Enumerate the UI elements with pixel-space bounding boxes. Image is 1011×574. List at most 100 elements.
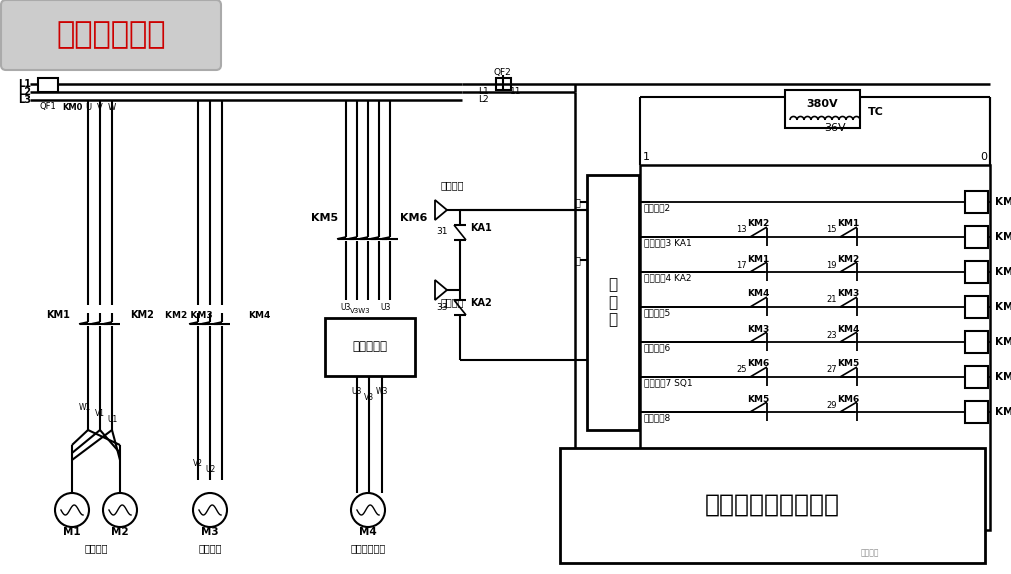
Text: KM1: KM1	[995, 232, 1011, 242]
Text: 断火限位器: 断火限位器	[353, 340, 387, 354]
Text: 绿（下）8: 绿（下）8	[644, 413, 671, 422]
Text: 光电开关: 光电开关	[440, 180, 464, 190]
Text: KM5: KM5	[995, 372, 1011, 382]
Text: KM2: KM2	[837, 254, 859, 263]
Text: 13: 13	[736, 226, 747, 235]
Text: 25: 25	[736, 366, 747, 374]
Text: 21: 21	[827, 296, 837, 304]
Text: （卷扬升降）: （卷扬升降）	[351, 543, 385, 553]
Bar	[38, 78, 58, 92]
Bar	[966, 191, 988, 213]
Text: KM6: KM6	[400, 213, 428, 223]
Text: 电动葛芦电器原理图: 电动葛芦电器原理图	[705, 493, 839, 517]
Text: KM6: KM6	[837, 394, 859, 404]
Text: M2: M2	[111, 527, 128, 537]
Text: 电气原理总图: 电气原理总图	[57, 21, 166, 49]
Text: KM3: KM3	[837, 289, 859, 298]
Text: 黄（上）7 SQ1: 黄（上）7 SQ1	[644, 378, 693, 387]
Bar	[966, 401, 988, 423]
Text: U3: U3	[341, 304, 351, 312]
Text: KM4: KM4	[837, 324, 859, 333]
Text: 1: 1	[643, 152, 650, 162]
Text: 红（主）2: 红（主）2	[644, 203, 671, 212]
Text: KM5: KM5	[310, 213, 338, 223]
Text: KM0: KM0	[62, 103, 82, 111]
Text: KA1: KA1	[470, 223, 491, 233]
Text: V3: V3	[364, 393, 374, 401]
Text: 紫（右）6: 紫（右）6	[644, 343, 671, 352]
Text: KM5: KM5	[747, 394, 769, 404]
Text: 27: 27	[826, 366, 837, 374]
Text: KM5: KM5	[837, 359, 859, 369]
Text: U3: U3	[381, 304, 391, 312]
Text: QF2: QF2	[494, 68, 512, 77]
Text: 31: 31	[437, 227, 448, 236]
Text: L1: L1	[18, 79, 31, 89]
Text: M3: M3	[201, 527, 218, 537]
Text: L3: L3	[18, 95, 31, 105]
Bar	[966, 226, 988, 248]
Text: KA2: KA2	[470, 298, 491, 308]
Text: L1: L1	[478, 87, 488, 95]
Text: KM1: KM1	[747, 254, 769, 263]
Text: QF1: QF1	[39, 103, 57, 111]
Text: KM3: KM3	[747, 324, 769, 333]
Bar	[966, 261, 988, 283]
Text: （大车）: （大车）	[84, 543, 108, 553]
Text: U3: U3	[352, 387, 362, 397]
Text: KM2: KM2	[130, 310, 154, 320]
Text: V3W3: V3W3	[350, 308, 370, 314]
Bar	[640, 165, 990, 530]
Text: KM6: KM6	[747, 359, 769, 369]
Text: KM2: KM2	[747, 219, 769, 228]
Text: M1: M1	[63, 527, 81, 537]
Text: 灰（前）3 KA1: 灰（前）3 KA1	[644, 238, 692, 247]
Text: 19: 19	[827, 261, 837, 270]
Bar	[587, 175, 639, 430]
Text: 0: 0	[980, 152, 987, 162]
Text: W3: W3	[376, 387, 388, 397]
Text: 15: 15	[827, 226, 837, 235]
Text: 白（后）4 KA2: 白（后）4 KA2	[644, 273, 692, 282]
Text: V: V	[97, 103, 103, 111]
Text: U: U	[85, 103, 91, 111]
Text: L2: L2	[18, 87, 31, 97]
Text: KM4: KM4	[248, 311, 270, 320]
Text: W1: W1	[79, 404, 91, 413]
Text: U2: U2	[205, 466, 215, 475]
Bar	[966, 296, 988, 318]
Text: 黑: 黑	[574, 197, 580, 207]
Text: 23: 23	[826, 331, 837, 339]
Text: 380V: 380V	[806, 99, 838, 109]
FancyBboxPatch shape	[1, 0, 221, 70]
Text: U1: U1	[108, 416, 118, 425]
Bar	[785, 90, 860, 128]
Bar	[496, 78, 511, 90]
Bar	[560, 448, 985, 563]
Text: 重（左）5: 重（左）5	[644, 308, 671, 317]
Text: KM2: KM2	[995, 267, 1011, 277]
Text: 29: 29	[827, 401, 837, 409]
Text: M4: M4	[359, 527, 377, 537]
Text: 33: 33	[437, 302, 448, 312]
Text: TC: TC	[868, 107, 884, 117]
Text: 36V: 36V	[824, 123, 846, 133]
Bar	[966, 366, 988, 388]
Text: （小车）: （小车）	[198, 543, 221, 553]
Text: KM0: KM0	[995, 197, 1011, 207]
Text: 11: 11	[510, 87, 522, 95]
Text: KM4: KM4	[747, 289, 769, 298]
Text: V2: V2	[193, 460, 203, 468]
Text: W: W	[108, 103, 116, 111]
Text: 17: 17	[736, 261, 747, 270]
Text: 电工之家: 电工之家	[860, 549, 880, 557]
Bar	[325, 318, 415, 376]
Bar	[966, 331, 988, 353]
Text: KM1: KM1	[47, 310, 70, 320]
Text: 橙: 橙	[574, 255, 580, 265]
Text: L2: L2	[478, 95, 488, 103]
Text: KM3: KM3	[995, 302, 1011, 312]
Text: KM1: KM1	[837, 219, 859, 228]
Text: KM6: KM6	[995, 407, 1011, 417]
Text: V1: V1	[95, 409, 105, 418]
